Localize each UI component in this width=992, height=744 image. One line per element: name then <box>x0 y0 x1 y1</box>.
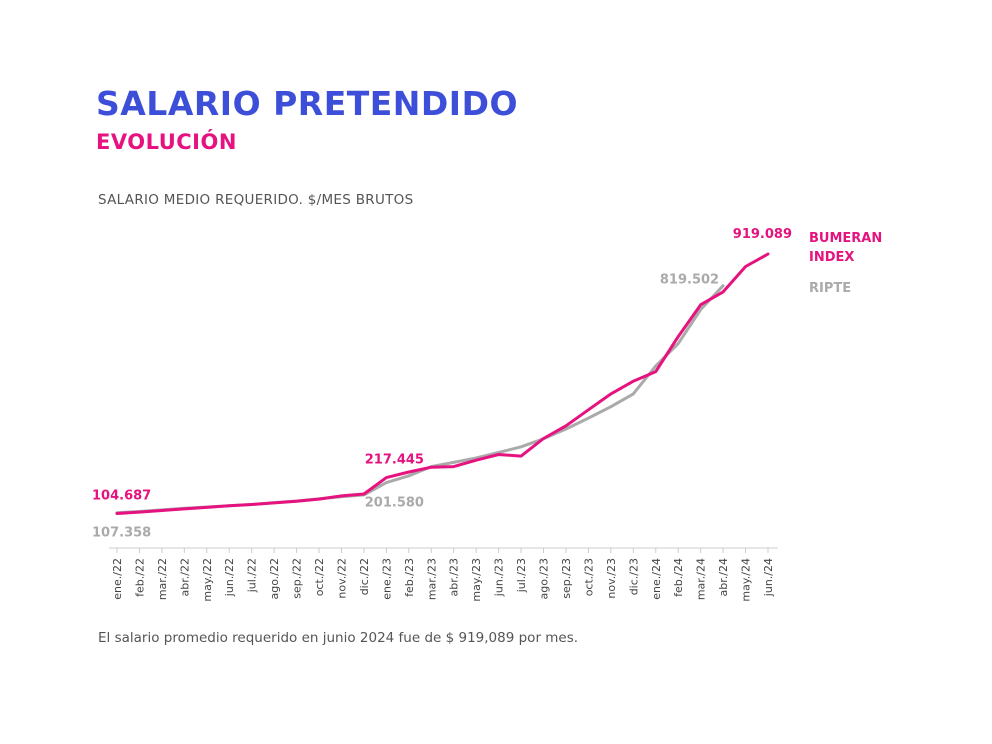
x-tick-label: may./24 <box>740 558 753 602</box>
x-tick-label: sep./22 <box>291 558 304 599</box>
data-label: 919.089 <box>733 227 792 242</box>
data-label: 104.687 <box>92 489 151 504</box>
data-label: 819.502 <box>660 273 719 288</box>
series-lines <box>115 252 770 515</box>
legend-bumeran-line1: BUMERAN <box>809 231 882 246</box>
x-tick-label: feb./24 <box>672 558 685 597</box>
x-tick-label: jul./22 <box>246 558 259 593</box>
data-label: 107.358 <box>92 526 151 541</box>
x-tick-label: nov./22 <box>335 558 348 599</box>
x-tick-label: jun./24 <box>762 558 775 597</box>
x-tick-label: mar./24 <box>695 558 708 600</box>
x-tick-label: jun./22 <box>223 558 236 597</box>
chart-title: SALARIO MEDIO REQUERIDO. $/MES BRUTOS <box>98 192 414 208</box>
footnote: El salario promedio requerido en junio 2… <box>98 630 579 646</box>
series-line-ripte <box>115 284 725 515</box>
x-tick-label: sep./23 <box>560 558 573 599</box>
x-tick-label: may./23 <box>470 558 483 602</box>
x-tick-label: nov./23 <box>605 558 618 599</box>
legend: BUMERAN INDEX RIPTE <box>809 231 882 296</box>
legend-bumeran-line2: INDEX <box>809 250 854 265</box>
x-tick-label: jun./23 <box>493 558 506 597</box>
x-tick-label: feb./22 <box>133 558 146 597</box>
x-tick-label: ene./24 <box>650 558 663 600</box>
x-tick-label: mar./23 <box>425 558 438 600</box>
x-tick-label: ene./23 <box>380 558 393 600</box>
x-tick-label: may./22 <box>201 558 214 602</box>
data-label: 217.445 <box>365 453 424 468</box>
x-tick-label: ene./22 <box>111 558 124 600</box>
x-tick-label: mar./22 <box>156 558 169 600</box>
x-tick-label: ago./22 <box>268 558 281 599</box>
x-tick-label: oct./22 <box>313 558 326 596</box>
x-axis: ene./22 feb./22 mar./22 abr./22 may./22 jun./… <box>109 547 778 602</box>
page-title: SALARIO PRETENDIDO <box>96 84 519 123</box>
x-tick-label: jul./23 <box>515 558 528 593</box>
x-tick-label: abr./22 <box>178 558 191 596</box>
x-tick-label: abr./24 <box>717 558 730 596</box>
x-tick-label: oct./23 <box>582 558 595 596</box>
x-tick-label: dic./23 <box>627 558 640 595</box>
data-label: 201.580 <box>365 496 424 511</box>
data-labels: 104.687 107.358 217.445 201.580 819.502 919.0… <box>92 227 792 541</box>
x-tick-label: abr./23 <box>448 558 461 596</box>
page-subtitle: EVOLUCIÓN <box>96 130 237 154</box>
series-line-bumeran <box>115 252 770 515</box>
x-tick-label: feb./23 <box>403 558 416 597</box>
x-tick-label: ago./23 <box>538 558 551 599</box>
legend-ripte: RIPTE <box>809 281 851 296</box>
x-tick-label: dic./22 <box>358 558 371 595</box>
